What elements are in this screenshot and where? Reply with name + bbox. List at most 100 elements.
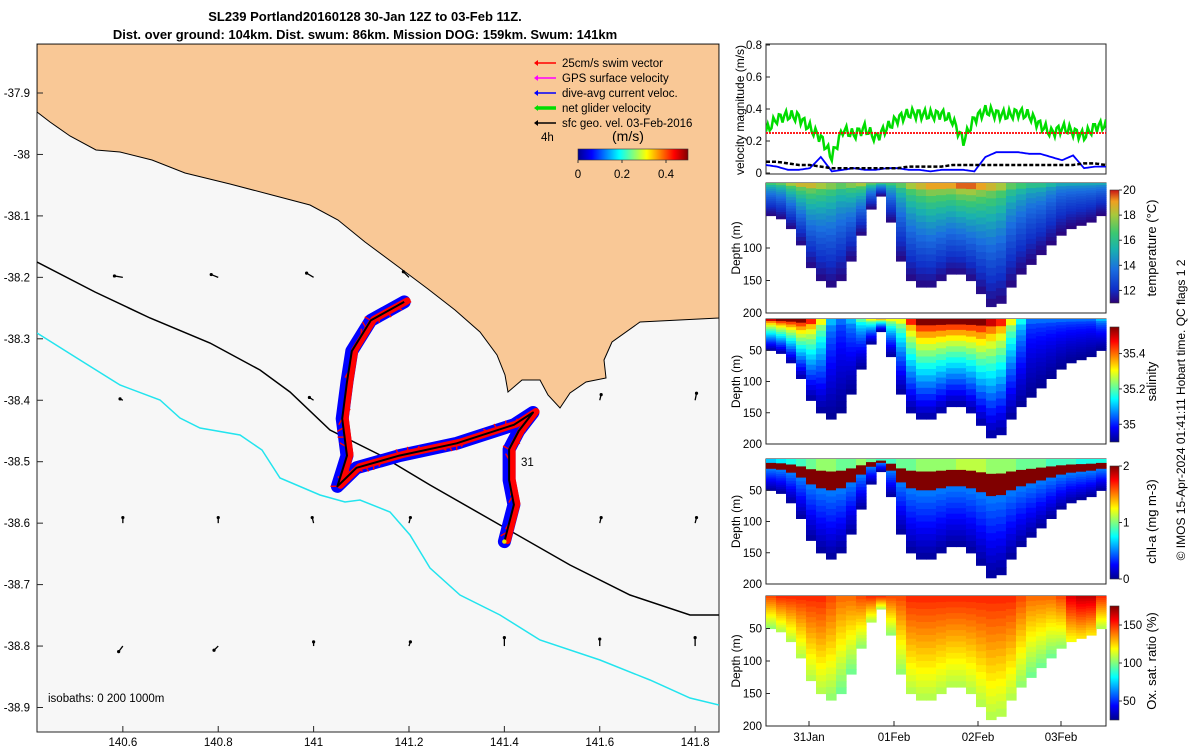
salinity-data-cell	[1056, 347, 1067, 351]
chl-a-data-cell	[826, 527, 837, 535]
temperature-data-cell	[876, 195, 887, 197]
salinity-data-cell	[986, 393, 997, 402]
chl-a-data-cell	[886, 473, 897, 476]
temperature-data-cell	[886, 217, 897, 221]
colorbar-tick-label: 0	[1123, 574, 1129, 586]
salinity-data-cell	[926, 394, 937, 401]
chl-a-data-cell	[1056, 487, 1067, 491]
chl-a-data-cell	[1066, 461, 1077, 465]
temperature-data-cell	[1006, 202, 1017, 210]
chl-a-data-cell	[1086, 480, 1097, 483]
temperature-data-cell	[1096, 201, 1107, 204]
chl-a-data-cell	[856, 477, 867, 482]
salinity-data-cell	[986, 348, 997, 357]
temperature-data-cell	[816, 262, 827, 269]
salinity-data-cell	[936, 319, 947, 326]
oxygen-data-cell	[1066, 613, 1077, 617]
map-y-tick-label: -37.9	[4, 88, 30, 100]
salinity-data-cell	[906, 395, 917, 402]
oxygen-data-cell	[836, 650, 847, 658]
salinity-data-cell	[866, 339, 877, 342]
salinity-data-cell	[776, 346, 787, 350]
temperature-data-cell	[1076, 196, 1087, 200]
salinity-data-cell	[1026, 323, 1037, 330]
salinity-data-cell	[1066, 354, 1077, 358]
oxygen-data-cell	[876, 605, 887, 608]
salinity-data-cell	[1006, 406, 1017, 414]
oxygen-data-cell	[836, 632, 847, 640]
oxygen-data-cell	[776, 596, 787, 599]
temperature-data-cell	[846, 187, 857, 194]
temperature-data-cell	[1046, 206, 1057, 211]
salinity-data-cell	[906, 348, 917, 355]
temperature-data-cell	[976, 252, 987, 260]
salinity-data-cell	[996, 347, 1007, 356]
salinity-data-cell	[816, 406, 827, 414]
salinity-data-cell	[886, 340, 897, 343]
temperature-data-cell	[1056, 228, 1067, 233]
chl-a-data-cell	[986, 503, 997, 512]
salinity-data-cell	[846, 351, 857, 358]
salinity-data-cell	[966, 389, 977, 396]
salinity-data-cell	[1036, 374, 1047, 380]
temperature-data-cell	[1066, 214, 1077, 218]
oxygen-data-cell	[976, 678, 987, 687]
salinity-data-cell	[886, 333, 897, 336]
chl-a-data-cell	[1066, 491, 1077, 496]
salinity-data-cell	[876, 327, 887, 329]
salinity-data-cell	[856, 322, 867, 326]
temperature-data-cell	[1066, 217, 1077, 221]
oxygen-data-cell	[796, 646, 807, 651]
chl-a-data-cell	[966, 476, 977, 484]
oxygen-data-cell	[1006, 667, 1017, 675]
legend-arrowhead	[534, 105, 538, 111]
map-x-tick-label: 140.8	[204, 737, 233, 749]
salinity-data-cell	[986, 415, 997, 424]
temperature-data-cell	[836, 195, 847, 202]
chl-a-data-cell	[1026, 522, 1037, 528]
salinity-data-cell	[796, 352, 807, 357]
chl-a-data-cell	[996, 531, 1007, 540]
salinity-data-cell	[766, 319, 777, 322]
chl-a-data-cell	[986, 525, 997, 534]
oxygen-data-cell	[816, 675, 827, 682]
temperature-data-cell	[1086, 192, 1097, 196]
oxygen-data-cell	[1056, 638, 1067, 643]
temperature-data-cell	[1056, 199, 1067, 204]
chl-a-data-cell	[1006, 552, 1017, 560]
temperature-data-cell	[1046, 213, 1057, 219]
oxygen-data-cell	[846, 615, 857, 621]
oxygen-data-cell	[796, 615, 807, 620]
temperature-data-cell	[1096, 213, 1107, 217]
salinity-data-cell	[846, 333, 857, 339]
salinity-data-cell	[826, 337, 837, 345]
chl-a-data-cell	[1016, 497, 1027, 504]
temperature-data-cell	[956, 251, 967, 258]
salinity-data-cell	[936, 348, 947, 355]
salinity-data-cell	[876, 322, 887, 325]
oxygen-data-cell	[926, 635, 937, 643]
temperature-data-cell	[1036, 187, 1047, 193]
salinity-data-cell	[1006, 344, 1017, 351]
oxygen-data-cell	[1076, 611, 1087, 615]
swim-vector	[395, 305, 403, 311]
chl-a-data-cell	[986, 496, 997, 505]
temperature-data-cell	[1086, 185, 1097, 189]
salinity-data-cell	[916, 331, 927, 339]
chl-a-data-cell	[896, 505, 907, 512]
oxygen-data-cell	[1036, 622, 1047, 628]
salinity-data-cell	[916, 369, 927, 376]
chl-a-data-cell	[1016, 459, 1027, 466]
colorbar-tick-label: 100	[1123, 658, 1142, 670]
temperature-data-cell	[816, 195, 827, 202]
temperature-data-cell	[906, 243, 917, 251]
oxygen-data-cell	[856, 622, 867, 626]
oxygen-data-cell	[766, 598, 777, 601]
temperature-data-cell	[766, 211, 777, 214]
salinity-data-cell	[1066, 332, 1077, 336]
oxygen-data-cell	[816, 650, 827, 658]
temperature-data-cell	[986, 275, 997, 284]
salinity-data-cell	[886, 330, 897, 334]
oxygen-data-cell	[1096, 616, 1107, 619]
oxygen-data-cell	[876, 599, 887, 601]
